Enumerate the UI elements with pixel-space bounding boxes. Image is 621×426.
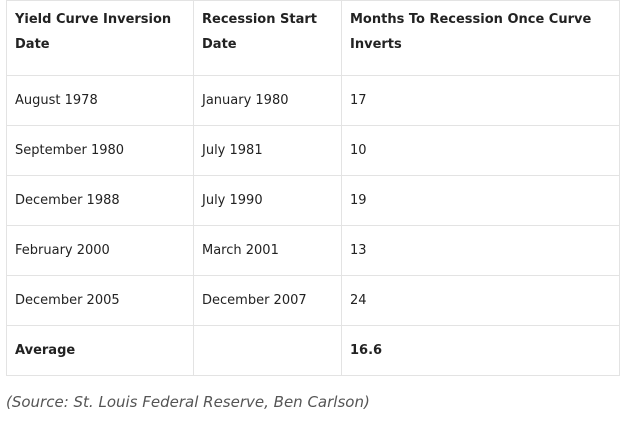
- cell-inversion-date: August 1978: [6, 75, 194, 126]
- table-row: August 1978 January 1980 17: [6, 75, 620, 126]
- table-row: December 2005 December 2007 24: [6, 275, 620, 326]
- average-label: Average: [6, 325, 194, 376]
- header-months-to-recession: Months To Recession Once Curve Inverts: [341, 0, 620, 76]
- table-row: September 1980 July 1981 10: [6, 125, 620, 176]
- cell-recession-start: January 1980: [193, 75, 342, 126]
- average-value: 16.6: [341, 325, 620, 376]
- cell-months: 10: [341, 125, 620, 176]
- table-header: Yield Curve Inversion Date Recession Sta…: [6, 0, 620, 76]
- cell-recession-start: December 2007: [193, 275, 342, 326]
- header-inversion-date: Yield Curve Inversion Date: [6, 0, 194, 76]
- cell-inversion-date: December 1988: [6, 175, 194, 226]
- cell-inversion-date: December 2005: [6, 275, 194, 326]
- cell-recession-start: July 1990: [193, 175, 342, 226]
- table-row: December 1988 July 1990 19: [6, 175, 620, 226]
- average-blank-cell: [193, 325, 342, 376]
- cell-recession-start: March 2001: [193, 225, 342, 276]
- table-body: August 1978 January 1980 17 September 19…: [6, 75, 620, 376]
- cell-inversion-date: September 1980: [6, 125, 194, 176]
- header-row: Yield Curve Inversion Date Recession Sta…: [6, 0, 620, 76]
- recession-table-container: Yield Curve Inversion Date Recession Sta…: [6, 0, 620, 376]
- cell-months: 13: [341, 225, 620, 276]
- table-row: February 2000 March 2001 13: [6, 225, 620, 276]
- cell-months: 19: [341, 175, 620, 226]
- yield-curve-recession-table: Yield Curve Inversion Date Recession Sta…: [6, 0, 620, 376]
- cell-inversion-date: February 2000: [6, 225, 194, 276]
- source-caption: (Source: St. Louis Federal Reserve, Ben …: [6, 393, 370, 411]
- cell-recession-start: July 1981: [193, 125, 342, 176]
- header-recession-start-date: Recession Start Date: [193, 0, 342, 76]
- cell-months: 17: [341, 75, 620, 126]
- average-row: Average 16.6: [6, 325, 620, 376]
- cell-months: 24: [341, 275, 620, 326]
